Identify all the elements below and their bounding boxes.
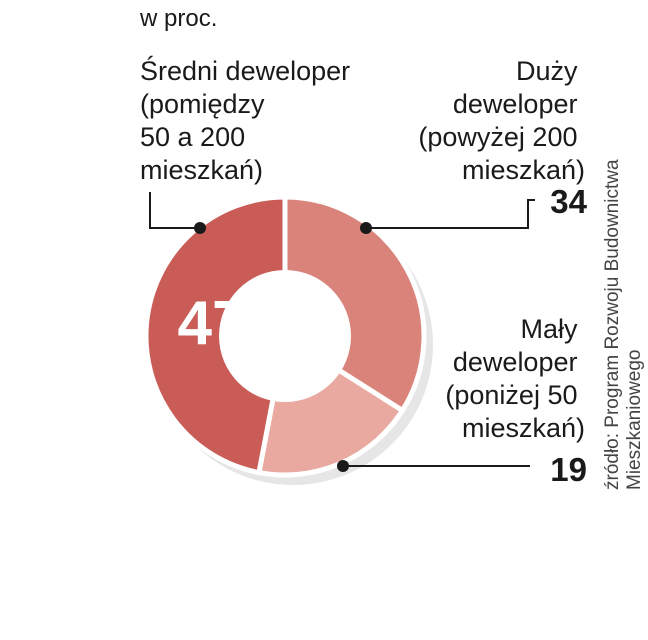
value-maly: 19 [550,451,587,488]
label-maly-line-1: Mały [520,314,578,344]
value-duzy: 34 [550,183,587,220]
label-sredni-line-3: 50 a 200 [140,122,245,152]
leader-dot-duzy [360,222,372,234]
label-maly-line-3: (poniżej 50 [445,380,577,410]
label-duzy-line-4: mieszkań) [462,155,585,185]
label-maly: Mały deweloper (poniżej 50 mieszkań) [445,314,585,443]
label-maly-line-2: deweloper [453,347,578,377]
label-sredni-line-2: (pomiędzy [140,89,265,119]
label-sredni-line-4: mieszkań) [140,155,263,185]
chart-subtitle: w proc. [139,5,217,32]
source-note: źródło: Program Rozwoju Budownictwa Mies… [602,154,645,490]
leader-line-duzy [366,199,535,229]
label-duzy: Duży deweloper (powyżej 200 mieszkań) [418,56,585,185]
label-duzy-line-1: Duży [516,56,578,86]
value-sredni: 47 [178,289,247,358]
label-sredni-line-1: Średni deweloper [140,54,350,86]
label-duzy-line-3: (powyżej 200 [418,122,577,152]
label-maly-line-4: mieszkań) [462,413,585,443]
source-line-2: Mieszkaniowego [624,350,645,490]
slice-sredni [143,194,288,476]
source-line-1: źródło: Program Rozwoju Budownictwa [602,159,623,490]
donut-hole [219,270,351,402]
label-duzy-line-2: deweloper [453,89,578,119]
donut-slices [143,194,427,478]
label-sredni: Średni deweloper (pomiędzy 50 a 200 mies… [140,54,358,185]
leader-line-sredni [149,192,200,229]
leader-dot-maly [337,460,349,472]
leader-dot-sredni [194,222,206,234]
